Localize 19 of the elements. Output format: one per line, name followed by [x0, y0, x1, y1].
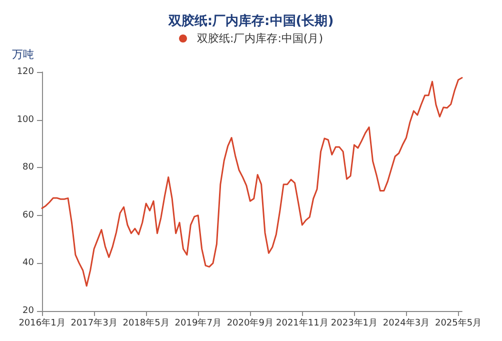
x-tick-label: 2019年7月 — [174, 318, 222, 328]
x-tick-label: 2016年1月 — [18, 318, 66, 328]
line-series — [41, 76, 463, 287]
x-tick-label: 2017年3月 — [70, 318, 118, 328]
chart-title: 双胶纸:厂内库存:中国(长期) — [167, 13, 334, 29]
x-tick-label: 2024年3月 — [382, 318, 430, 328]
y-tick-label: 80 — [22, 162, 34, 173]
x-tick-label: 2021年11月 — [276, 318, 328, 328]
y-axis-title: 万吨 — [12, 48, 34, 61]
y-tick-label: 100 — [16, 114, 34, 125]
x-tick-label: 2025年5月 — [434, 318, 482, 328]
x-tick-label: 2023年1月 — [330, 318, 378, 328]
y-tick-label: 40 — [22, 258, 34, 268]
y-tick-label: 120 — [16, 67, 34, 77]
y-tick-label: 20 — [22, 306, 34, 316]
y-tick-label: 60 — [22, 210, 34, 220]
x-tick-label: 2020年9月 — [226, 318, 274, 328]
x-tick-label: 2018年5月 — [122, 318, 170, 328]
legend-label: 双胶纸:厂内库存:中国(月) — [197, 32, 323, 45]
